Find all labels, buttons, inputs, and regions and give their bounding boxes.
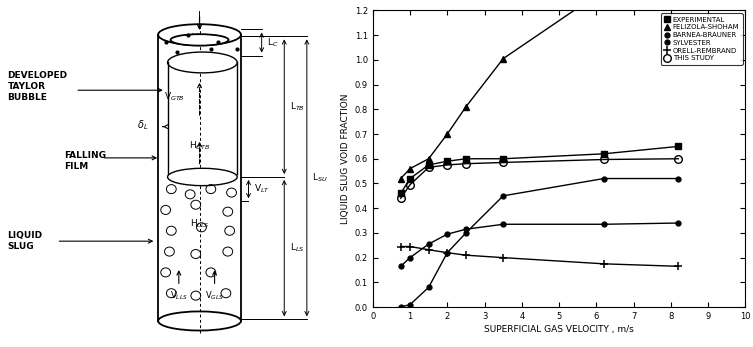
Legend: EXPERIMENTAL, FELIZOLA-SHOHAM, BARNEA-BRAUNER, SYLVESTER, ORELL-REMBRAND, THIS S: EXPERIMENTAL, FELIZOLA-SHOHAM, BARNEA-BR…	[661, 13, 742, 65]
Text: L$_{TB}$: L$_{TB}$	[290, 100, 305, 113]
ORELL-REMBRAND	[443, 251, 452, 255]
FELIZOLA-SHOHAM	[498, 57, 508, 61]
EXPERIMENTAL	[443, 159, 452, 163]
X-axis label: SUPERFICIAL GAS VELOCITY , m/s: SUPERFICIAL GAS VELOCITY , m/s	[484, 325, 634, 334]
EXPERIMENTAL	[396, 191, 405, 195]
BARNEA-BRAUNER	[424, 285, 433, 289]
Text: V$_{GTB}$: V$_{GTB}$	[163, 91, 184, 103]
ORELL-REMBRAND	[424, 248, 433, 252]
Text: FALLING
FILM: FALLING FILM	[64, 151, 106, 171]
Text: L$_{SU}$: L$_{SU}$	[312, 171, 328, 184]
BARNEA-BRAUNER	[443, 251, 452, 255]
Text: H$_{GTB}$: H$_{GTB}$	[189, 139, 210, 152]
THIS STUDY	[396, 196, 405, 201]
THIS STUDY	[599, 158, 608, 162]
Line: SYLVESTER: SYLVESTER	[398, 221, 681, 269]
THIS STUDY	[424, 165, 433, 169]
SYLVESTER	[424, 242, 433, 246]
Text: DEVELOPED
TAYLOR
BUBBLE: DEVELOPED TAYLOR BUBBLE	[8, 71, 68, 102]
SYLVESTER	[462, 227, 471, 231]
Ellipse shape	[167, 52, 237, 73]
THIS STUDY	[405, 183, 414, 187]
Ellipse shape	[170, 34, 229, 46]
SYLVESTER	[599, 222, 608, 226]
Text: $\delta$$_L$: $\delta$$_L$	[137, 118, 148, 132]
SYLVESTER	[674, 221, 683, 225]
Text: L$_{LS}$: L$_{LS}$	[290, 242, 304, 254]
EXPERIMENTAL	[405, 177, 414, 181]
FELIZOLA-SHOHAM	[424, 157, 433, 161]
FELIZOLA-SHOHAM	[396, 177, 405, 181]
BARNEA-BRAUNER	[462, 231, 471, 235]
FELIZOLA-SHOHAM	[443, 132, 452, 136]
Line: ORELL-REMBRAND: ORELL-REMBRAND	[397, 242, 682, 270]
ORELL-REMBRAND	[498, 255, 508, 260]
ORELL-REMBRAND	[396, 244, 405, 248]
Line: FELIZOLA-SHOHAM: FELIZOLA-SHOHAM	[398, 56, 506, 182]
THIS STUDY	[498, 160, 508, 164]
Text: V$_{TB}$: V$_{TB}$	[191, 31, 208, 45]
EXPERIMENTAL	[462, 157, 471, 161]
THIS STUDY	[462, 162, 471, 166]
EXPERIMENTAL	[424, 163, 433, 167]
Text: L$_C$: L$_C$	[267, 36, 279, 49]
EXPERIMENTAL	[599, 152, 608, 156]
BARNEA-BRAUNER	[599, 177, 608, 181]
SYLVESTER	[405, 255, 414, 260]
SYLVESTER	[396, 264, 405, 268]
FELIZOLA-SHOHAM	[462, 105, 471, 109]
Text: LIQUID
SLUG: LIQUID SLUG	[8, 231, 43, 251]
Ellipse shape	[167, 168, 237, 186]
Line: EXPERIMENTAL: EXPERIMENTAL	[398, 143, 681, 196]
BARNEA-BRAUNER	[396, 305, 405, 309]
Y-axis label: LIQUID SLUG VOID FRACTION: LIQUID SLUG VOID FRACTION	[341, 93, 350, 224]
Text: V$_{LT}$: V$_{LT}$	[255, 183, 270, 195]
SYLVESTER	[443, 232, 452, 236]
Text: H$_{LLS}$: H$_{LLS}$	[190, 218, 209, 230]
ORELL-REMBRAND	[405, 244, 414, 248]
EXPERIMENTAL	[498, 157, 508, 161]
BARNEA-BRAUNER	[405, 303, 414, 307]
EXPERIMENTAL	[674, 144, 683, 149]
THIS STUDY	[674, 157, 683, 161]
ORELL-REMBRAND	[462, 253, 471, 257]
BARNEA-BRAUNER	[674, 177, 683, 181]
Text: I: I	[198, 11, 201, 21]
Line: BARNEA-BRAUNER: BARNEA-BRAUNER	[398, 176, 681, 310]
FELIZOLA-SHOHAM	[405, 167, 414, 171]
ORELL-REMBRAND	[674, 264, 683, 268]
THIS STUDY	[443, 163, 452, 167]
ORELL-REMBRAND	[599, 262, 608, 266]
Text: V$_{GLS}$: V$_{GLS}$	[205, 290, 224, 302]
Text: V$_{LLS}$: V$_{LLS}$	[170, 290, 187, 302]
BARNEA-BRAUNER	[498, 194, 508, 198]
SYLVESTER	[498, 222, 508, 226]
Line: THIS STUDY: THIS STUDY	[397, 155, 682, 202]
